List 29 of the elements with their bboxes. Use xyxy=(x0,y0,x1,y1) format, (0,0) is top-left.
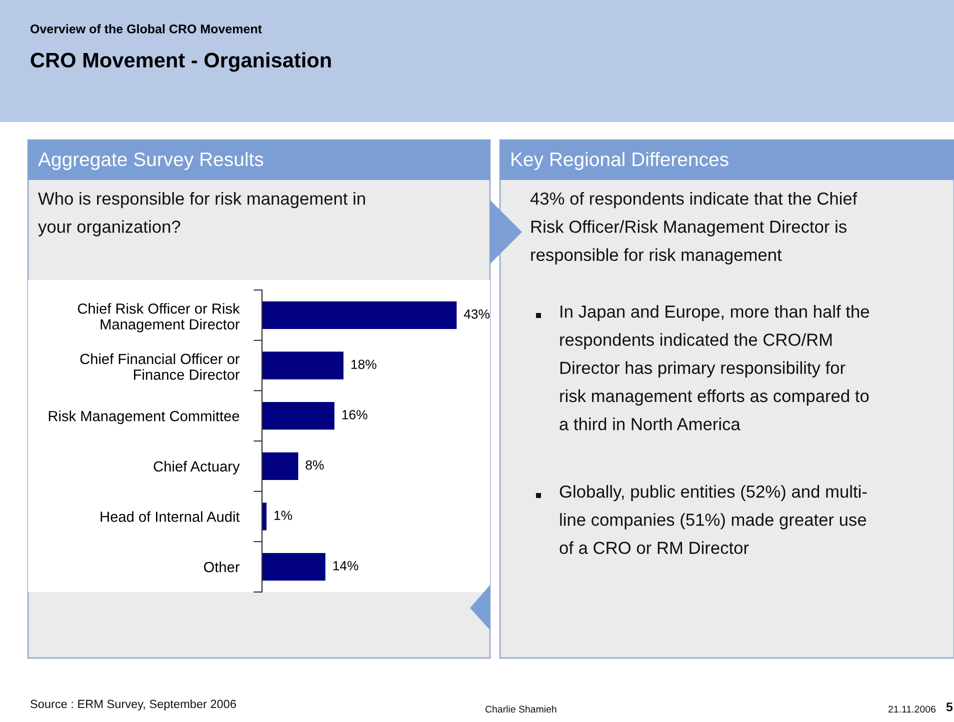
text: Aggregate Survey Results xyxy=(38,152,264,170)
data-label: 18% xyxy=(351,360,376,370)
y-tick-label: Risk Management Committee xyxy=(48,410,240,424)
text: Charlie Shamieh xyxy=(485,705,556,713)
bar xyxy=(262,402,334,430)
y-tick-label: Chief Actuary xyxy=(154,460,240,474)
y-tick-label: Chief Financial Officer or Finance Director xyxy=(80,353,240,380)
bar xyxy=(262,552,326,581)
data-label: 16% xyxy=(342,410,368,420)
text: Who is responsible for risk management in your organization? xyxy=(38,192,365,236)
y-tick-label: Head of Internal Audit xyxy=(100,511,240,522)
data-label: 14% xyxy=(333,561,358,570)
data-label: 43% xyxy=(464,309,490,319)
text: Globally, public entities (52%) and multi- line companies (51%) made greater use of a CRO or RM Director xyxy=(560,485,867,554)
text: 21.11.2006 xyxy=(888,706,936,713)
text: 43% of respondents indicate that the Chief Risk Officer/Risk Management Director is responsible for risk management xyxy=(530,192,858,264)
source-note: Source : ERM Survey, September 2006 xyxy=(30,699,236,710)
bar xyxy=(262,301,457,330)
data-label: 1% xyxy=(274,510,292,520)
text: Overview of the Global CRO Movement xyxy=(30,24,262,34)
text: In Japan and Europe, more than half the respondents indicated the CRO/RM Director has primary responsibility for risk management efforts as compared to a third in North America xyxy=(560,305,870,430)
text: 5 xyxy=(946,702,953,712)
y-tick-label: Other xyxy=(204,562,240,572)
data-label: 8% xyxy=(306,460,324,470)
chart-title: CRO Movement - Organisation xyxy=(30,52,331,72)
text: Key Regional Differences xyxy=(512,152,728,170)
bar xyxy=(262,352,344,380)
y-tick-label: Chief Risk Officer or Risk Management Director xyxy=(78,303,240,332)
bar xyxy=(262,452,298,480)
